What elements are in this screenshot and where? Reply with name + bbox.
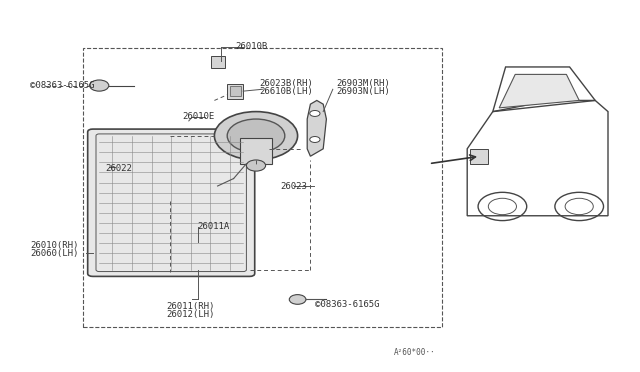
Text: 26010E: 26010E: [182, 112, 214, 121]
Text: 26010B: 26010B: [236, 42, 268, 51]
Bar: [230, 86, 241, 96]
Bar: [240, 138, 272, 164]
Polygon shape: [499, 74, 579, 108]
Text: 26903N(LH): 26903N(LH): [336, 87, 390, 96]
Text: 26023B(RH): 26023B(RH): [259, 79, 313, 88]
Text: 26023: 26023: [280, 182, 307, 191]
Bar: [227, 84, 243, 99]
Text: 26011A: 26011A: [197, 222, 229, 231]
Circle shape: [227, 119, 285, 153]
Text: 26903M(RH): 26903M(RH): [336, 79, 390, 88]
Bar: [211, 56, 225, 68]
Text: ©08363-6165G: ©08363-6165G: [315, 300, 380, 309]
Circle shape: [310, 110, 320, 116]
Bar: [83, 48, 442, 327]
Circle shape: [310, 137, 320, 142]
Bar: [470, 149, 488, 164]
Text: ©08363-6165G: ©08363-6165G: [30, 81, 95, 90]
Text: 26060(LH): 26060(LH): [30, 249, 79, 258]
Text: 26022: 26022: [106, 164, 132, 173]
Text: 26610B(LH): 26610B(LH): [259, 87, 313, 96]
FancyBboxPatch shape: [88, 129, 255, 276]
Text: 26012(LH): 26012(LH): [166, 310, 215, 319]
Circle shape: [90, 80, 109, 91]
Circle shape: [289, 295, 306, 304]
Text: A²60*00··: A²60*00··: [394, 348, 435, 357]
Text: 26011(RH): 26011(RH): [166, 302, 215, 311]
Text: 26010(RH): 26010(RH): [30, 241, 79, 250]
Polygon shape: [307, 100, 326, 156]
Circle shape: [214, 112, 298, 160]
Circle shape: [246, 160, 266, 171]
